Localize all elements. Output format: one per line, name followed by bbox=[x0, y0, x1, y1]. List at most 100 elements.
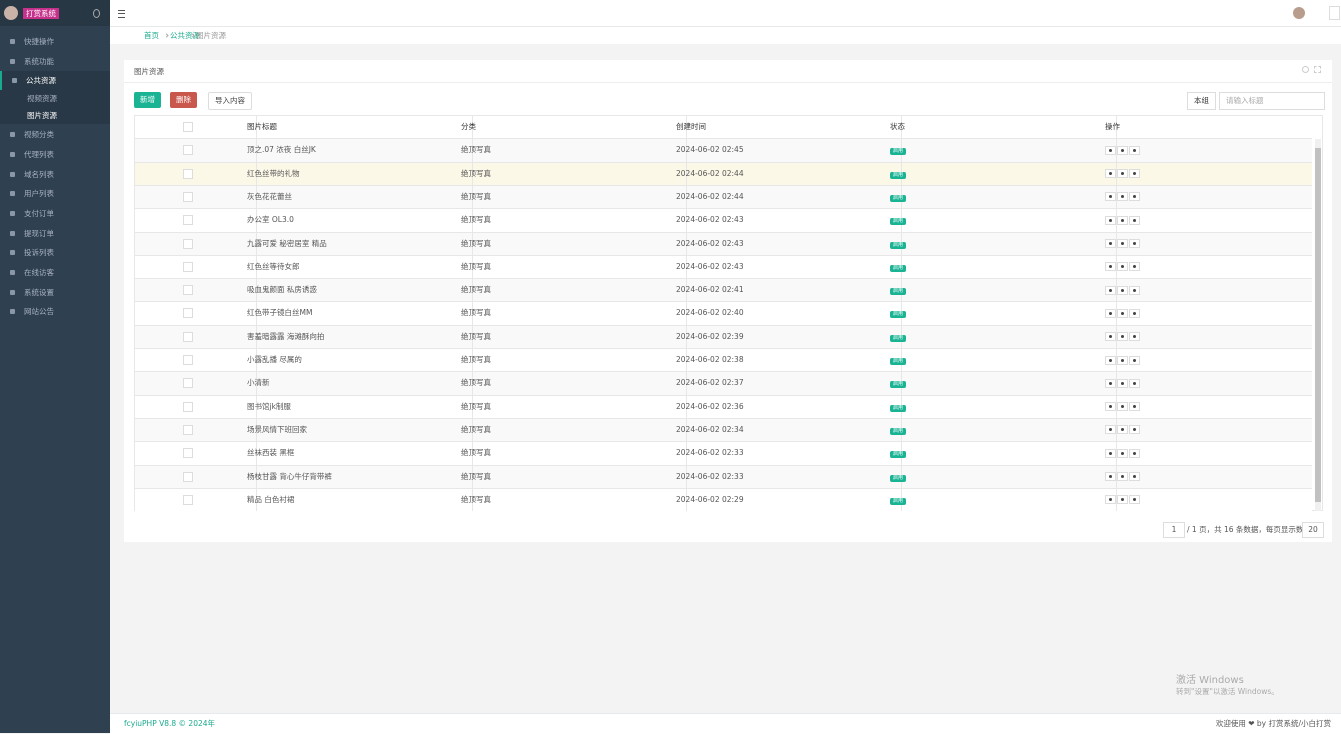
row-checkbox[interactable] bbox=[183, 448, 193, 459]
row-checkbox[interactable] bbox=[183, 285, 193, 296]
row-checkbox[interactable] bbox=[183, 145, 193, 156]
view-button[interactable] bbox=[1105, 215, 1116, 225]
refresh-icon[interactable] bbox=[1302, 66, 1309, 73]
edit-button[interactable] bbox=[1117, 448, 1128, 458]
row-checkbox[interactable] bbox=[183, 331, 193, 342]
view-button[interactable] bbox=[1105, 308, 1116, 318]
edit-button[interactable] bbox=[1117, 378, 1128, 388]
user-avatar[interactable] bbox=[1293, 7, 1305, 19]
edit-button[interactable] bbox=[1117, 169, 1128, 179]
search-input[interactable]: 请输入标题 bbox=[1219, 92, 1325, 110]
delete-row-button[interactable] bbox=[1129, 308, 1140, 318]
edit-button[interactable] bbox=[1117, 355, 1128, 365]
edit-button[interactable] bbox=[1117, 239, 1128, 248]
row-checkbox[interactable] bbox=[183, 424, 193, 435]
edit-button[interactable] bbox=[1117, 262, 1128, 272]
view-button[interactable] bbox=[1105, 495, 1116, 505]
edit-button[interactable] bbox=[1117, 308, 1128, 318]
row-checkbox[interactable] bbox=[183, 191, 193, 202]
edit-button[interactable] bbox=[1117, 332, 1128, 342]
edit-button[interactable] bbox=[1117, 192, 1128, 202]
delete-row-button[interactable] bbox=[1129, 472, 1140, 481]
delete-row-button[interactable] bbox=[1129, 239, 1140, 248]
breadcrumb-item[interactable]: 首页 bbox=[144, 31, 159, 40]
import-button[interactable]: 导入内容 bbox=[208, 92, 252, 110]
theme-icon[interactable] bbox=[93, 9, 100, 18]
created-cell: 2024-06-02 02:45 bbox=[676, 145, 744, 155]
delete-row-button[interactable] bbox=[1129, 425, 1140, 435]
row-checkbox[interactable] bbox=[183, 471, 193, 482]
delete-row-button[interactable] bbox=[1129, 215, 1140, 225]
view-button[interactable] bbox=[1105, 402, 1116, 412]
menu-item[interactable]: 域名列表 bbox=[0, 165, 110, 184]
view-button[interactable] bbox=[1105, 192, 1116, 202]
menu-toggle[interactable] bbox=[118, 10, 125, 18]
fullscreen-icon[interactable] bbox=[1314, 66, 1321, 73]
row-checkbox[interactable] bbox=[183, 261, 193, 272]
delete-button[interactable]: 删除 bbox=[170, 92, 197, 108]
row-checkbox[interactable] bbox=[183, 378, 193, 389]
view-button[interactable] bbox=[1105, 239, 1116, 248]
row-checkbox[interactable] bbox=[183, 494, 193, 505]
view-button[interactable] bbox=[1105, 472, 1116, 481]
menu-item[interactable]: 视频分类 bbox=[0, 125, 110, 144]
view-button[interactable] bbox=[1105, 448, 1116, 458]
menu-item[interactable]: 快捷操作 bbox=[0, 32, 110, 51]
table-row[interactable] bbox=[135, 184, 1312, 210]
breadcrumb-item[interactable]: 公共资源 bbox=[170, 31, 200, 40]
view-button[interactable] bbox=[1105, 262, 1116, 272]
view-button[interactable] bbox=[1105, 169, 1116, 179]
view-button[interactable] bbox=[1105, 145, 1116, 155]
search-field[interactable]: 本组 bbox=[1187, 92, 1216, 110]
delete-row-button[interactable] bbox=[1129, 145, 1140, 155]
select-all[interactable] bbox=[183, 122, 193, 132]
menu-item[interactable]: 系统设置 bbox=[0, 283, 110, 302]
delete-row-button[interactable] bbox=[1129, 262, 1140, 272]
delete-row-button[interactable] bbox=[1129, 378, 1140, 388]
menu-item[interactable]: 公共资源 bbox=[0, 71, 110, 91]
menu-item[interactable]: 在线访客 bbox=[0, 263, 110, 282]
row-checkbox[interactable] bbox=[183, 355, 193, 365]
created-cell: 2024-06-02 02:33 bbox=[676, 471, 744, 481]
row-checkbox[interactable] bbox=[183, 215, 193, 226]
delete-row-button[interactable] bbox=[1129, 495, 1140, 505]
edit-button[interactable] bbox=[1117, 472, 1128, 481]
add-button[interactable]: 新增 bbox=[134, 92, 161, 108]
view-button[interactable] bbox=[1105, 332, 1116, 342]
delete-row-button[interactable] bbox=[1129, 332, 1140, 342]
page-size[interactable]: 20 bbox=[1302, 522, 1324, 538]
footer-right[interactable]: 欢迎使用 ❤ by 打赏系统/小白打赏 bbox=[1215, 719, 1331, 728]
edit-button[interactable] bbox=[1117, 145, 1128, 155]
row-checkbox[interactable] bbox=[183, 168, 193, 179]
menu-item[interactable]: 代理列表 bbox=[0, 145, 110, 164]
view-button[interactable] bbox=[1105, 285, 1116, 295]
menu-item[interactable]: 投诉列表 bbox=[0, 243, 110, 262]
view-button[interactable] bbox=[1105, 378, 1116, 388]
delete-row-button[interactable] bbox=[1129, 192, 1140, 202]
edit-button[interactable] bbox=[1117, 402, 1128, 412]
menu-item[interactable]: 提现订单 bbox=[0, 224, 110, 243]
page-input[interactable]: 1 bbox=[1163, 522, 1185, 538]
edit-button[interactable] bbox=[1117, 495, 1128, 505]
delete-row-button[interactable] bbox=[1129, 285, 1140, 295]
view-button[interactable] bbox=[1105, 355, 1116, 365]
submenu-item[interactable]: 图片资源 bbox=[0, 107, 110, 125]
view-button[interactable] bbox=[1105, 425, 1116, 435]
row-checkbox[interactable] bbox=[183, 401, 193, 412]
row-checkbox[interactable] bbox=[183, 308, 193, 319]
row-checkbox[interactable] bbox=[183, 238, 193, 249]
edit-button[interactable] bbox=[1117, 215, 1128, 225]
menu-item[interactable]: 用户列表 bbox=[0, 184, 110, 203]
menu-item[interactable]: 系统功能 bbox=[0, 52, 110, 71]
delete-row-button[interactable] bbox=[1129, 169, 1140, 179]
submenu-item[interactable]: 视频资源 bbox=[0, 90, 110, 108]
edit-button[interactable] bbox=[1117, 285, 1128, 295]
delete-row-button[interactable] bbox=[1129, 355, 1140, 365]
edit-button[interactable] bbox=[1117, 425, 1128, 435]
right-toggle[interactable] bbox=[1329, 6, 1340, 20]
scroll-thumb[interactable] bbox=[1315, 148, 1321, 502]
delete-row-button[interactable] bbox=[1129, 448, 1140, 458]
menu-item[interactable]: 支付订单 bbox=[0, 204, 110, 223]
delete-row-button[interactable] bbox=[1129, 402, 1140, 412]
menu-item[interactable]: 网站公告 bbox=[0, 302, 110, 321]
